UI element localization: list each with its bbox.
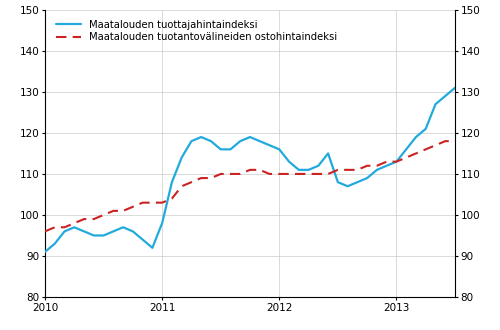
- Maatalouden tuottajahintaindeksi: [169, 180, 175, 184]
- Maatalouden tuotantovälineiden ostohintaindeksi: [266, 172, 272, 176]
- Maatalouden tuotantovälineiden ostohintaindeksi: [306, 172, 312, 176]
- Maatalouden tuottajahintaindeksi: [296, 168, 302, 172]
- Maatalouden tuottajahintaindeksi: [159, 221, 165, 225]
- Maatalouden tuotantovälineiden ostohintaindeksi: [218, 172, 224, 176]
- Maatalouden tuottajahintaindeksi: [198, 135, 204, 139]
- Maatalouden tuotantovälineiden ostohintaindeksi: [257, 168, 263, 172]
- Maatalouden tuotantovälineiden ostohintaindeksi: [169, 197, 175, 201]
- Maatalouden tuotantovälineiden ostohintaindeksi: [325, 172, 331, 176]
- Maatalouden tuottajahintaindeksi: [100, 234, 106, 238]
- Maatalouden tuotantovälineiden ostohintaindeksi: [335, 168, 341, 172]
- Maatalouden tuottajahintaindeksi: [237, 139, 243, 143]
- Maatalouden tuottajahintaindeksi: [247, 135, 253, 139]
- Maatalouden tuotantovälineiden ostohintaindeksi: [150, 201, 156, 205]
- Maatalouden tuottajahintaindeksi: [413, 135, 419, 139]
- Maatalouden tuottajahintaindeksi: [403, 148, 409, 151]
- Maatalouden tuottajahintaindeksi: [354, 180, 360, 184]
- Line: Maatalouden tuotantovälineiden ostohintaindeksi: Maatalouden tuotantovälineiden ostohinta…: [45, 141, 455, 231]
- Maatalouden tuotantovälineiden ostohintaindeksi: [237, 172, 243, 176]
- Maatalouden tuotantovälineiden ostohintaindeksi: [198, 176, 204, 180]
- Maatalouden tuottajahintaindeksi: [257, 139, 263, 143]
- Maatalouden tuottajahintaindeksi: [306, 168, 312, 172]
- Maatalouden tuotantovälineiden ostohintaindeksi: [276, 172, 282, 176]
- Maatalouden tuotantovälineiden ostohintaindeksi: [81, 217, 87, 221]
- Maatalouden tuotantovälineiden ostohintaindeksi: [452, 139, 458, 143]
- Maatalouden tuotantovälineiden ostohintaindeksi: [422, 148, 428, 151]
- Maatalouden tuottajahintaindeksi: [432, 102, 438, 106]
- Maatalouden tuottajahintaindeksi: [316, 164, 322, 168]
- Maatalouden tuotantovälineiden ostohintaindeksi: [110, 209, 116, 213]
- Maatalouden tuotantovälineiden ostohintaindeksi: [286, 172, 292, 176]
- Maatalouden tuotantovälineiden ostohintaindeksi: [394, 160, 400, 164]
- Maatalouden tuotantovälineiden ostohintaindeksi: [354, 168, 360, 172]
- Maatalouden tuotantovälineiden ostohintaindeksi: [316, 172, 322, 176]
- Maatalouden tuotantovälineiden ostohintaindeksi: [130, 205, 136, 209]
- Maatalouden tuottajahintaindeksi: [208, 139, 214, 143]
- Maatalouden tuotantovälineiden ostohintaindeksi: [208, 176, 214, 180]
- Maatalouden tuottajahintaindeksi: [81, 229, 87, 233]
- Maatalouden tuottajahintaindeksi: [72, 225, 78, 229]
- Maatalouden tuotantovälineiden ostohintaindeksi: [178, 184, 184, 188]
- Maatalouden tuotantovälineiden ostohintaindeksi: [91, 217, 97, 221]
- Maatalouden tuotantovälineiden ostohintaindeksi: [228, 172, 234, 176]
- Maatalouden tuottajahintaindeksi: [276, 148, 282, 151]
- Maatalouden tuottajahintaindeksi: [52, 242, 58, 246]
- Maatalouden tuotantovälineiden ostohintaindeksi: [159, 201, 165, 205]
- Maatalouden tuottajahintaindeksi: [228, 148, 234, 151]
- Maatalouden tuottajahintaindeksi: [178, 155, 184, 159]
- Maatalouden tuottajahintaindeksi: [110, 229, 116, 233]
- Maatalouden tuottajahintaindeksi: [218, 148, 224, 151]
- Maatalouden tuottajahintaindeksi: [130, 229, 136, 233]
- Maatalouden tuotantovälineiden ostohintaindeksi: [72, 221, 78, 225]
- Line: Maatalouden tuottajahintaindeksi: Maatalouden tuottajahintaindeksi: [45, 88, 455, 252]
- Maatalouden tuottajahintaindeksi: [384, 164, 390, 168]
- Maatalouden tuotantovälineiden ostohintaindeksi: [432, 143, 438, 147]
- Maatalouden tuottajahintaindeksi: [266, 143, 272, 147]
- Maatalouden tuottajahintaindeksi: [42, 250, 48, 254]
- Maatalouden tuotantovälineiden ostohintaindeksi: [120, 209, 126, 213]
- Maatalouden tuottajahintaindeksi: [335, 180, 341, 184]
- Maatalouden tuotantovälineiden ostohintaindeksi: [62, 225, 68, 229]
- Maatalouden tuottajahintaindeksi: [325, 151, 331, 155]
- Maatalouden tuotantovälineiden ostohintaindeksi: [364, 164, 370, 168]
- Maatalouden tuottajahintaindeksi: [394, 160, 400, 164]
- Maatalouden tuotantovälineiden ostohintaindeksi: [100, 213, 106, 217]
- Maatalouden tuottajahintaindeksi: [62, 229, 68, 233]
- Maatalouden tuotantovälineiden ostohintaindeksi: [296, 172, 302, 176]
- Maatalouden tuottajahintaindeksi: [344, 184, 350, 188]
- Maatalouden tuottajahintaindeksi: [422, 127, 428, 131]
- Maatalouden tuottajahintaindeksi: [452, 86, 458, 90]
- Legend: Maatalouden tuottajahintaindeksi, Maatalouden tuotantovälineiden ostohintaindeks: Maatalouden tuottajahintaindeksi, Maatal…: [54, 18, 339, 44]
- Maatalouden tuottajahintaindeksi: [374, 168, 380, 172]
- Maatalouden tuotantovälineiden ostohintaindeksi: [188, 180, 194, 184]
- Maatalouden tuottajahintaindeksi: [364, 176, 370, 180]
- Maatalouden tuottajahintaindeksi: [120, 225, 126, 229]
- Maatalouden tuotantovälineiden ostohintaindeksi: [247, 168, 253, 172]
- Maatalouden tuottajahintaindeksi: [286, 160, 292, 164]
- Maatalouden tuottajahintaindeksi: [140, 238, 145, 242]
- Maatalouden tuottajahintaindeksi: [150, 246, 156, 250]
- Maatalouden tuotantovälineiden ostohintaindeksi: [140, 201, 145, 205]
- Maatalouden tuotantovälineiden ostohintaindeksi: [442, 139, 448, 143]
- Maatalouden tuotantovälineiden ostohintaindeksi: [52, 225, 58, 229]
- Maatalouden tuottajahintaindeksi: [188, 139, 194, 143]
- Maatalouden tuotantovälineiden ostohintaindeksi: [344, 168, 350, 172]
- Maatalouden tuotantovälineiden ostohintaindeksi: [403, 155, 409, 159]
- Maatalouden tuotantovälineiden ostohintaindeksi: [374, 164, 380, 168]
- Maatalouden tuotantovälineiden ostohintaindeksi: [384, 160, 390, 164]
- Maatalouden tuottajahintaindeksi: [91, 234, 97, 238]
- Maatalouden tuotantovälineiden ostohintaindeksi: [413, 151, 419, 155]
- Maatalouden tuottajahintaindeksi: [442, 94, 448, 98]
- Maatalouden tuotantovälineiden ostohintaindeksi: [42, 229, 48, 233]
